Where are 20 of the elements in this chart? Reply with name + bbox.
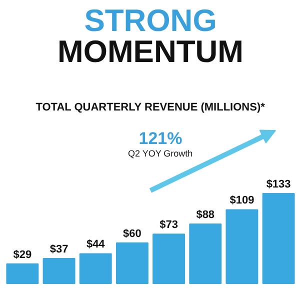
data-label: $109 <box>230 194 254 207</box>
bar <box>262 193 295 284</box>
bar <box>6 263 39 284</box>
text: Q2 YOY Growth <box>128 148 193 158</box>
data-label: $29 <box>13 248 32 261</box>
data-label: $88 <box>196 208 215 221</box>
data-label: $60 <box>123 228 142 240</box>
data-label: $73 <box>160 219 178 232</box>
bar <box>116 242 148 284</box>
data-label: $44 <box>86 238 106 251</box>
bar <box>189 223 222 284</box>
bar <box>226 209 258 284</box>
bar <box>79 253 112 284</box>
chart-title: STRONG MOMENTUM <box>58 3 244 69</box>
data-label: $133 <box>266 178 291 190</box>
text: 121% <box>138 129 182 148</box>
data-label: $37 <box>50 243 68 256</box>
bar <box>152 234 186 284</box>
bar <box>42 258 76 284</box>
chart-subtitle: TOTAL QUARTERLY REVENUE (MILLIONS)* <box>36 102 266 114</box>
